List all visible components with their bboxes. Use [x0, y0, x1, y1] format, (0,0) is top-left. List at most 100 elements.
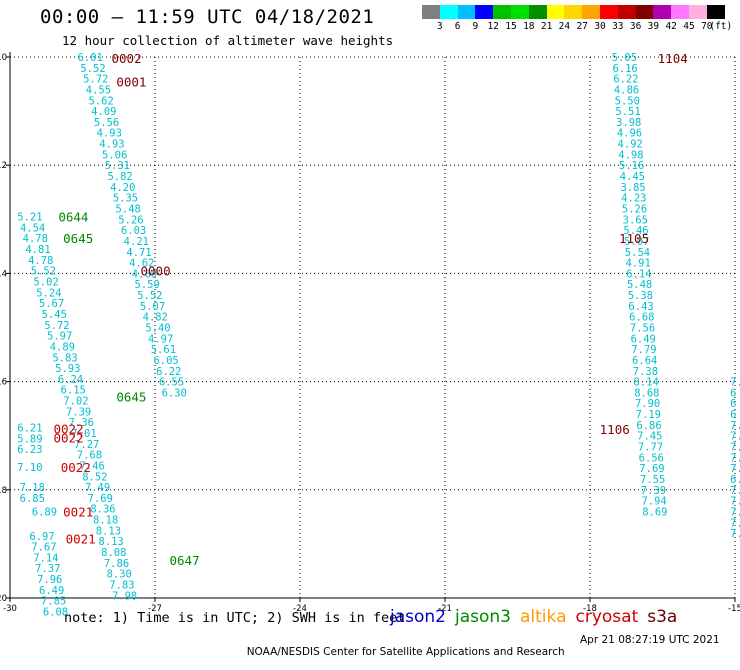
legend-swatch: [493, 5, 511, 19]
swh-value: 7.49: [85, 482, 110, 494]
pass-time-label: 0021: [63, 504, 93, 519]
swh-value: 5.24: [36, 287, 61, 299]
swh-value: 7.01: [71, 428, 96, 440]
swh-value: 4.97: [148, 333, 173, 345]
swh-value: 6.85: [20, 493, 45, 505]
swh-value: 5.62: [88, 95, 113, 107]
pass-time-label: 1105: [619, 231, 649, 246]
lon-tick-label: -27: [148, 604, 162, 614]
footer-timestamp: Apr 21 08:27:19 UTC 2021: [580, 634, 720, 646]
swh-value: 5.05: [612, 52, 637, 64]
swh-value: 4.55: [86, 84, 111, 96]
swh-value: 7.: [730, 420, 740, 432]
swh-value: 5.54: [625, 247, 650, 259]
swh-value: 7.67: [31, 542, 56, 554]
swh-value: 5.06: [102, 149, 127, 161]
satellite-s3a: s3a: [647, 607, 678, 627]
lon-tick-label: -24: [293, 604, 307, 614]
swh-value: 4.89: [50, 341, 75, 353]
swh-value: 7.96: [37, 574, 62, 586]
legend-label: 6: [454, 21, 461, 32]
swh-value: 7.1: [730, 485, 740, 497]
legend-swatch: [475, 5, 494, 19]
pass-time-label: 1104: [658, 51, 688, 66]
swh-value: 7.56: [630, 323, 655, 335]
legend-label: 39: [647, 21, 660, 32]
pass-time-label: 0022: [61, 460, 91, 475]
swh-value: 6.01: [78, 52, 103, 64]
swh-value: 6.30: [162, 387, 187, 399]
swh-value: 8.08: [101, 547, 126, 559]
swh-value: 7.98: [112, 590, 137, 602]
swh-value: 5.26: [622, 203, 647, 215]
swh-value: 5.72: [83, 74, 108, 86]
swh-value: 8.18: [93, 515, 118, 527]
swh-value: 7.: [730, 377, 740, 389]
swh-value: 6.68: [629, 312, 654, 324]
note-text: note: 1) Time is in UTC; 2) SWH is in fe…: [64, 610, 406, 626]
swh-value: 8.69: [642, 506, 667, 518]
swh-value: 6: [730, 387, 736, 399]
swh-value: 5.40: [145, 323, 170, 335]
pass-time-label: 0022: [54, 430, 84, 445]
legend-label: 18: [523, 21, 535, 32]
swh-value: 8.52: [82, 471, 107, 483]
swh-value: 6.49: [631, 333, 656, 345]
chart-title: 00:00 – 11:59 UTC 04/18/2021: [40, 6, 375, 28]
swh-value: 5.61: [151, 344, 176, 356]
legend-label: 24: [558, 21, 571, 32]
swh-value: 7.85: [41, 596, 66, 608]
swh-value: 5.97: [47, 331, 72, 343]
swh-value: 7.46: [80, 460, 105, 472]
legend-label: 12: [487, 21, 499, 32]
swh-value: 6.22: [613, 74, 638, 86]
swh-value: 5.93: [55, 363, 80, 375]
swh-value: 4.93: [97, 128, 122, 140]
pass-time-label: 0022: [54, 422, 84, 437]
swh-value: 4.98: [618, 149, 643, 161]
lat-tick-label: -18: [0, 486, 7, 496]
legend-swatch: [688, 5, 707, 19]
lat-tick-label: -20: [0, 594, 7, 604]
swh-value: 8.30: [107, 569, 132, 581]
swh-value: 7.86: [104, 558, 129, 570]
swh-value: 7.27: [74, 439, 99, 451]
swh-value: 5.83: [52, 352, 77, 364]
lon-tick-label: -21: [438, 604, 452, 614]
swh-value: 6.03: [121, 225, 146, 237]
swh-value: 7.39: [641, 485, 666, 497]
swh-value: 4.54: [20, 222, 45, 234]
chart-subtitle: 12 hour collection of altimeter wave hei…: [62, 33, 394, 48]
swh-value: 8.36: [90, 504, 115, 516]
swh-value: 7.69: [639, 463, 664, 475]
swh-value: 7.39: [66, 406, 91, 418]
swh-value: 7.6: [730, 506, 740, 518]
legend-label: 15: [505, 21, 517, 32]
swh-value: 4.92: [618, 139, 643, 151]
legend-swatch: [671, 5, 689, 19]
swh-value: 6.22: [156, 366, 181, 378]
legend-swatch: [528, 5, 547, 19]
swh-value: 6: [730, 398, 736, 410]
legend-swatch: [439, 5, 458, 19]
swh-value: 5.52: [31, 266, 56, 278]
pass-time-label: 0644: [58, 210, 88, 225]
swh-value: 7.79: [631, 344, 656, 356]
pass-time-label: 0001: [116, 74, 146, 89]
legend-unit: (ft): [709, 21, 733, 32]
pass-time-label: 0000: [141, 264, 171, 279]
lat-tick-label: -12: [0, 161, 7, 171]
swh-value: 7.8: [730, 496, 740, 508]
swh-value: 5.52: [80, 63, 105, 75]
swh-value: 5.72: [44, 320, 69, 332]
legend-label: 36: [629, 21, 642, 32]
swh-value: 7.60: [730, 528, 740, 540]
swh-value: 4.96: [617, 128, 642, 140]
color-scale-legend: [422, 5, 725, 19]
satellite-altika: altika: [520, 607, 567, 627]
swh-value: 5.89: [17, 433, 42, 445]
swh-value: 7.10: [17, 462, 42, 474]
swh-value: 6.05: [153, 355, 178, 367]
legend-label: 27: [576, 21, 588, 32]
swh-value: 7.55: [640, 474, 665, 486]
